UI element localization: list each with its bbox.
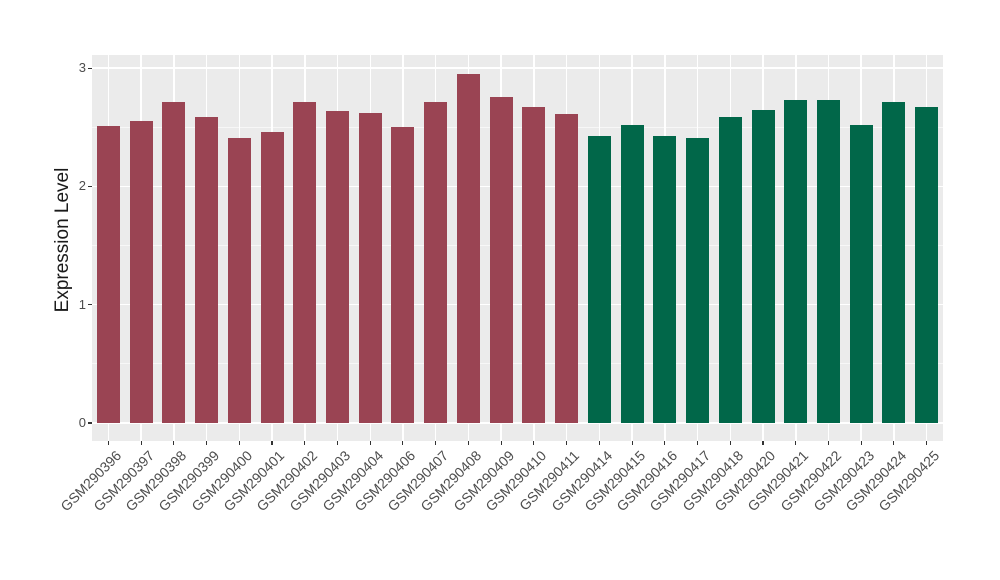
- x-tick-mark: [500, 441, 502, 445]
- bar-GSM290415: [620, 124, 644, 423]
- bar-GSM290421: [784, 100, 808, 423]
- x-tick-mark: [402, 441, 404, 445]
- bar-GSM290417: [686, 137, 709, 423]
- y-tick-mark: [88, 185, 92, 187]
- x-tick-mark: [631, 441, 633, 445]
- x-tick-mark: [827, 441, 829, 445]
- y-tick-label: 3: [78, 60, 86, 76]
- x-tick-mark: [304, 441, 306, 445]
- y-tick-mark: [88, 422, 92, 424]
- bar-GSM290396: [96, 126, 120, 423]
- x-tick-mark: [860, 441, 862, 445]
- x-tick-mark: [566, 441, 568, 445]
- x-tick-mark: [206, 441, 208, 445]
- x-tick-mark: [271, 441, 273, 445]
- x-tick-mark: [926, 441, 928, 445]
- bar-GSM290410: [522, 107, 546, 423]
- x-tick-mark: [533, 441, 535, 445]
- x-tick-mark: [696, 441, 699, 445]
- bar-GSM290423: [849, 124, 873, 423]
- y-tick-label: 1: [78, 296, 86, 312]
- bar-GSM290406: [391, 127, 415, 424]
- x-tick-mark: [107, 441, 109, 445]
- bar-GSM290414: [587, 135, 611, 423]
- bar-GSM290400: [227, 137, 251, 423]
- bar-GSM290418: [718, 116, 742, 423]
- x-tick-mark: [435, 441, 437, 445]
- bar-GSM290407: [424, 102, 448, 423]
- bar-GSM290402: [293, 102, 317, 423]
- bar-GSM290422: [816, 100, 840, 423]
- major-gridline: [92, 67, 943, 69]
- x-tick-mark: [762, 441, 764, 445]
- x-tick-mark: [140, 441, 142, 445]
- bar-GSM290420: [751, 109, 775, 423]
- bar-GSM290403: [326, 110, 349, 423]
- bar-GSM290401: [260, 132, 284, 423]
- minor-gridline: [92, 245, 943, 247]
- bar-GSM290425: [915, 107, 939, 423]
- bar-GSM290398: [162, 102, 186, 423]
- x-tick-mark: [336, 441, 339, 445]
- major-gridline: [92, 185, 943, 188]
- x-tick-mark: [369, 441, 371, 445]
- bar-GSM290397: [129, 121, 153, 423]
- x-tick-mark: [173, 441, 175, 445]
- x-tick-mark: [598, 441, 600, 445]
- y-tick-mark: [88, 67, 92, 69]
- bar-GSM290408: [456, 74, 480, 423]
- major-gridline: [92, 303, 943, 306]
- bar-GSM290411: [555, 114, 579, 423]
- major-gridline: [92, 422, 943, 424]
- x-tick-mark: [664, 441, 666, 445]
- x-tick-mark: [238, 441, 240, 445]
- bar-GSM290409: [489, 96, 513, 423]
- minor-gridline: [92, 126, 943, 128]
- y-tick-mark: [88, 304, 92, 306]
- bar-GSM290399: [195, 116, 219, 423]
- x-tick-mark: [729, 441, 731, 445]
- bar-GSM290404: [358, 113, 382, 423]
- bar-GSM290416: [653, 135, 677, 423]
- y-tick-label: 2: [78, 178, 86, 194]
- x-tick-mark: [795, 441, 797, 445]
- x-tick-mark: [893, 441, 895, 445]
- x-tick-mark: [467, 441, 469, 445]
- plot-panel: [92, 55, 943, 441]
- minor-gridline: [92, 363, 943, 365]
- y-tick-label: 0: [78, 415, 86, 430]
- bar-GSM290424: [882, 102, 906, 423]
